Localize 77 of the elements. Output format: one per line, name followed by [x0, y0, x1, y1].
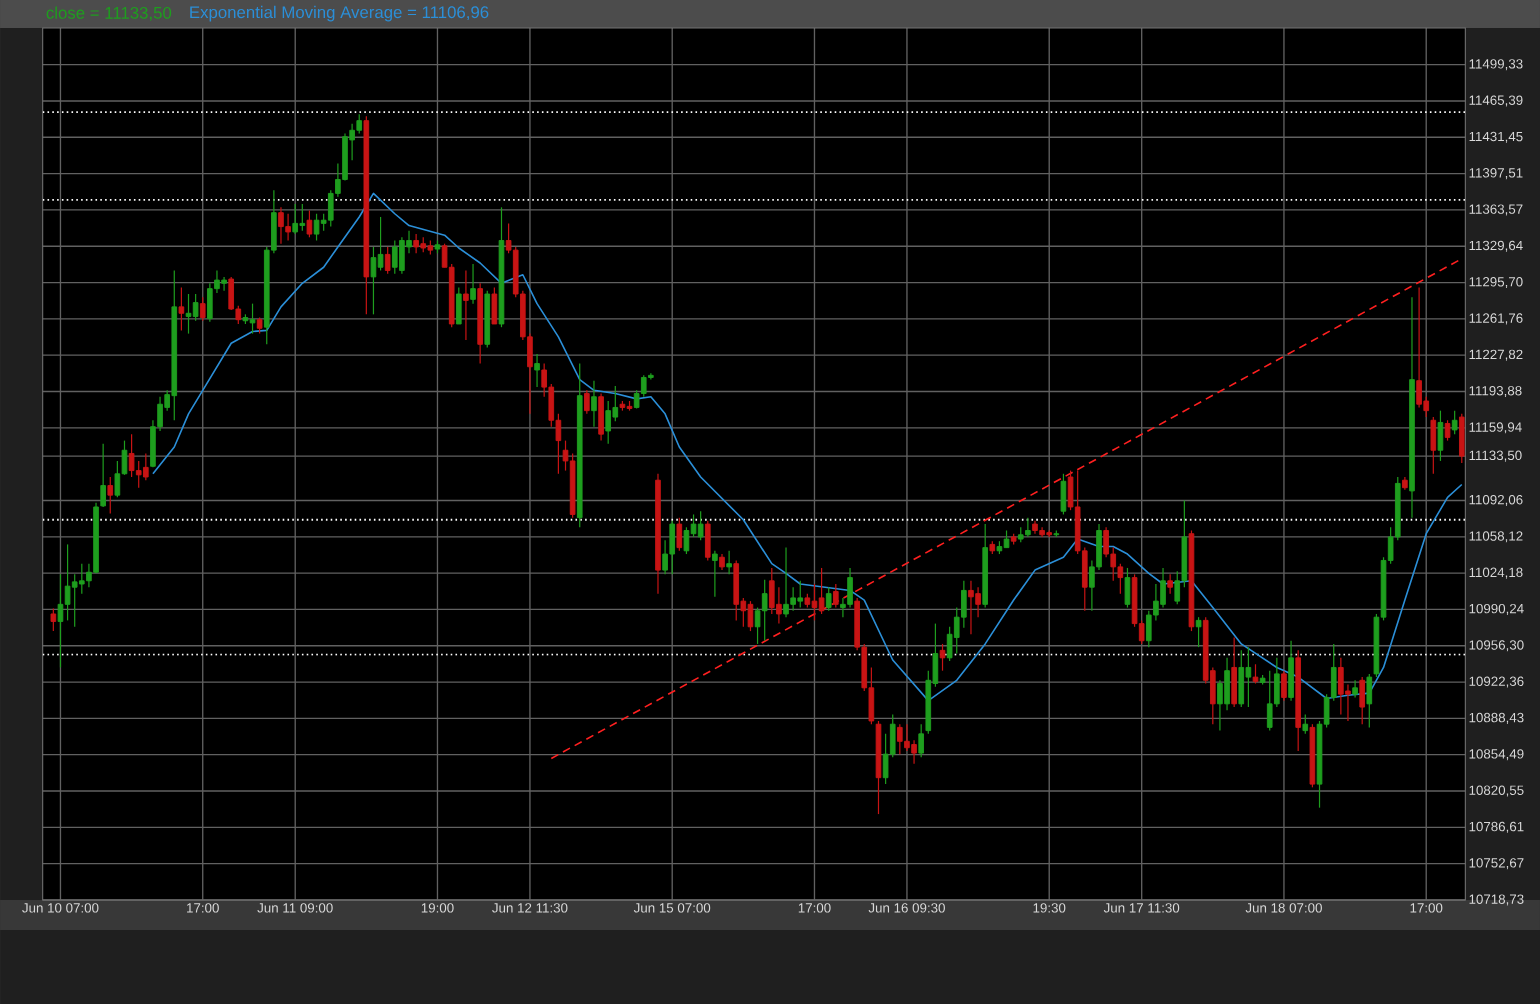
candlestick [783, 547, 789, 618]
candlestick [306, 209, 313, 238]
candlestick [57, 573, 64, 669]
candlestick [1416, 286, 1422, 409]
candlestick [1302, 713, 1309, 735]
candlestick [811, 583, 818, 621]
candlestick [50, 608, 57, 632]
candlestick [1338, 657, 1344, 716]
candlestick [598, 392, 604, 442]
candlestick [818, 567, 825, 615]
candlestick [833, 583, 839, 609]
candlestick [1430, 416, 1437, 475]
candlestick [135, 460, 142, 489]
candlestick [143, 452, 149, 481]
candlestick [683, 526, 690, 555]
candlestick [761, 579, 768, 642]
candlestick [391, 239, 398, 275]
candlestick [968, 580, 974, 635]
candlestick [285, 213, 291, 242]
candlestick [1231, 636, 1237, 708]
candlestick [185, 293, 192, 335]
candlestick [199, 296, 206, 322]
candlestick [1437, 410, 1444, 462]
candlestick [1025, 517, 1031, 538]
candlestick [897, 723, 903, 755]
candlestick [584, 389, 590, 415]
candlestick [847, 567, 853, 609]
candlestick [192, 293, 199, 322]
candlestick [178, 286, 185, 331]
candlestick [1238, 649, 1245, 708]
candlestick [776, 586, 782, 625]
candlestick [491, 286, 498, 325]
candlestick [384, 246, 391, 275]
candlestick [669, 520, 676, 575]
candlestick [221, 276, 227, 292]
candlestick [825, 586, 832, 612]
candlestick [399, 236, 405, 275]
candlestick [1124, 567, 1131, 609]
candlestick [676, 517, 683, 552]
candlestick [1451, 410, 1458, 435]
candlestick [1245, 646, 1252, 708]
candlestick [1167, 573, 1173, 595]
candlestick [797, 580, 804, 609]
line-series [152, 192, 1463, 702]
text: close = 11133,50 [46, 6, 172, 21]
candlestick [278, 206, 284, 245]
candlestick [377, 216, 384, 272]
candlestick [1359, 676, 1366, 725]
candlestick [605, 400, 612, 445]
candlestick [463, 269, 469, 341]
candlestick [107, 476, 114, 514]
candlestick [1195, 616, 1202, 648]
candlestick [456, 286, 462, 325]
candlestick [712, 550, 718, 598]
candlestick [1252, 663, 1259, 685]
candlestick [1288, 640, 1294, 702]
text: Exponential Moving Average = 11106,96 [190, 5, 489, 22]
candlestick [534, 353, 540, 388]
candlestick [64, 543, 71, 621]
candlestick [726, 550, 732, 575]
candlestick [249, 303, 256, 335]
candlestick [313, 213, 320, 242]
candlestick [78, 563, 85, 595]
candlestick [939, 643, 946, 672]
candlestick [413, 233, 419, 254]
candlestick [747, 600, 754, 632]
candlestick [1444, 419, 1451, 442]
candlestick [292, 203, 299, 235]
candlestick [1281, 670, 1287, 702]
candlestick [704, 520, 711, 562]
candlestick [299, 203, 306, 232]
candlestick [697, 510, 704, 541]
candlestick [1060, 473, 1067, 516]
candlestick [591, 380, 597, 428]
candlestick [470, 263, 476, 305]
candlestick [733, 559, 740, 621]
candlestick [370, 246, 377, 315]
